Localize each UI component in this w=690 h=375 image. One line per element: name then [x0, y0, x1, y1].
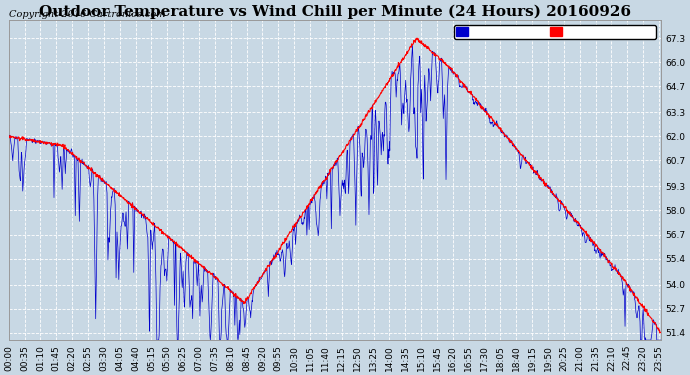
- Legend: Wind Chill (°F), Temperature (°F): Wind Chill (°F), Temperature (°F): [454, 25, 656, 39]
- Title: Outdoor Temperature vs Wind Chill per Minute (24 Hours) 20160926: Outdoor Temperature vs Wind Chill per Mi…: [39, 4, 631, 18]
- Text: Copyright 2016 Cartronics.com: Copyright 2016 Cartronics.com: [9, 10, 165, 19]
